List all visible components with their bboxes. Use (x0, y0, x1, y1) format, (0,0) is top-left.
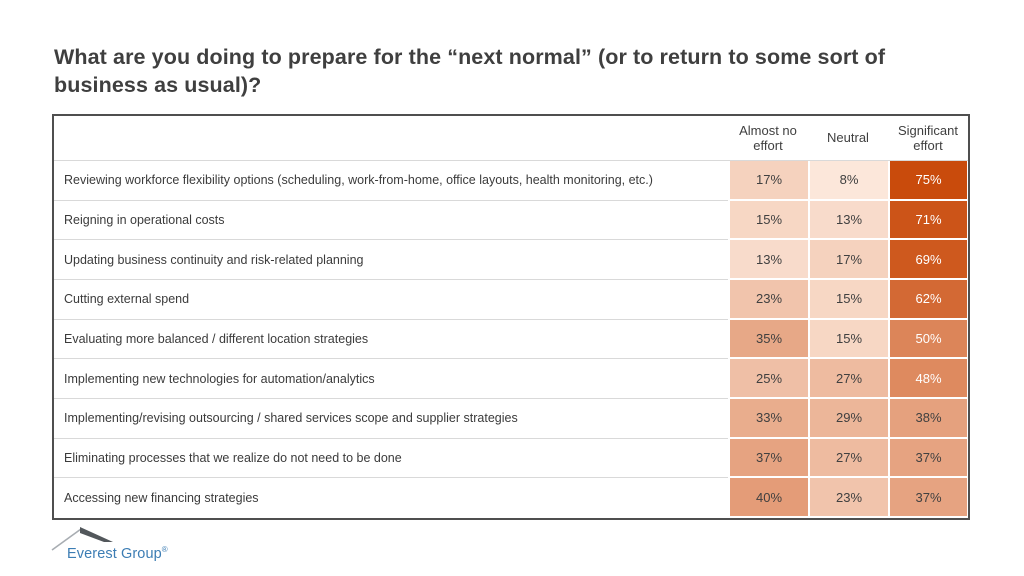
column-header-almost-no-effort: Almost no effort (739, 122, 797, 153)
heat-cell: 50% (888, 319, 968, 360)
heat-cell: 8% (808, 161, 888, 201)
table-header-row: Almost no effort Neutral Significant eff… (54, 116, 968, 161)
heat-cell: 33% (728, 399, 808, 439)
column-header-neutral: Neutral (827, 130, 869, 146)
heat-cell: 35% (728, 319, 808, 360)
mountain-icon (51, 527, 113, 551)
heat-cell: 23% (728, 280, 808, 320)
heat-cell: 15% (728, 200, 808, 241)
heat-cell: 15% (808, 319, 888, 360)
everest-group-logo: Everest Group® (50, 526, 230, 568)
heat-cell: 37% (728, 438, 808, 479)
table-row: Implementing/revising outsourcing / shar… (54, 399, 968, 439)
table-row: Evaluating more balanced / different loc… (54, 319, 968, 360)
table-row: Cutting external spend 23% 15% 62% (54, 280, 968, 320)
effort-heatmap-table: Almost no effort Neutral Significant eff… (52, 114, 970, 520)
heat-cell: 40% (728, 478, 808, 519)
heat-cell: 27% (808, 359, 888, 400)
heat-cell: 37% (888, 438, 968, 479)
row-label: Implementing new technologies for automa… (54, 359, 728, 400)
column-header-significant-effort: Significant effort (898, 122, 958, 153)
logo-text: Everest Group® (67, 545, 168, 562)
row-label: Eliminating processes that we realize do… (54, 439, 728, 479)
registered-mark: ® (161, 545, 168, 554)
table-body: Reviewing workforce flexibility options … (54, 161, 968, 519)
heat-cell: 69% (888, 240, 968, 281)
heat-cell: 75% (888, 161, 968, 201)
heat-cell: 15% (808, 280, 888, 320)
row-label: Accessing new financing strategies (64, 491, 259, 506)
row-label: Cutting external spend (54, 280, 728, 320)
page-title: What are you doing to prepare for the “n… (54, 45, 886, 97)
row-label: Implementing/revising outsourcing / shar… (54, 399, 728, 439)
heat-cell: 25% (728, 359, 808, 400)
heat-cell: 17% (808, 240, 888, 281)
table-row: Updating business continuity and risk-re… (54, 240, 968, 281)
row-label: Reviewing workforce flexibility options … (54, 161, 728, 201)
heat-cell: 37% (888, 478, 968, 519)
heat-cell: 17% (728, 161, 808, 201)
heat-cell: 71% (888, 200, 968, 241)
heat-cell: 29% (808, 399, 888, 439)
heat-cell: 38% (888, 399, 968, 439)
logo-wordmark: Everest Group (67, 545, 162, 562)
heat-cell: 13% (808, 200, 888, 241)
heat-cell: 62% (888, 280, 968, 320)
heat-cell: 48% (888, 359, 968, 400)
heat-cell: 27% (808, 438, 888, 479)
row-label: Updating business continuity and risk-re… (54, 240, 728, 281)
table-row: Accessing new financing strategies 40% 23%… (54, 478, 968, 519)
row-label: Reigning in operational costs (54, 201, 728, 241)
table-row: Reviewing workforce flexibility options … (54, 161, 968, 201)
table-row: Eliminating processes that we realize do… (54, 438, 968, 479)
heat-cell: 23% (808, 478, 888, 519)
table-row: Implementing new technologies for automa… (54, 359, 968, 400)
heat-cell: 13% (728, 240, 808, 281)
table-row: Reigning in operational costs 15% 13% 71% (54, 200, 968, 241)
row-label: Evaluating more balanced / different loc… (54, 320, 728, 360)
